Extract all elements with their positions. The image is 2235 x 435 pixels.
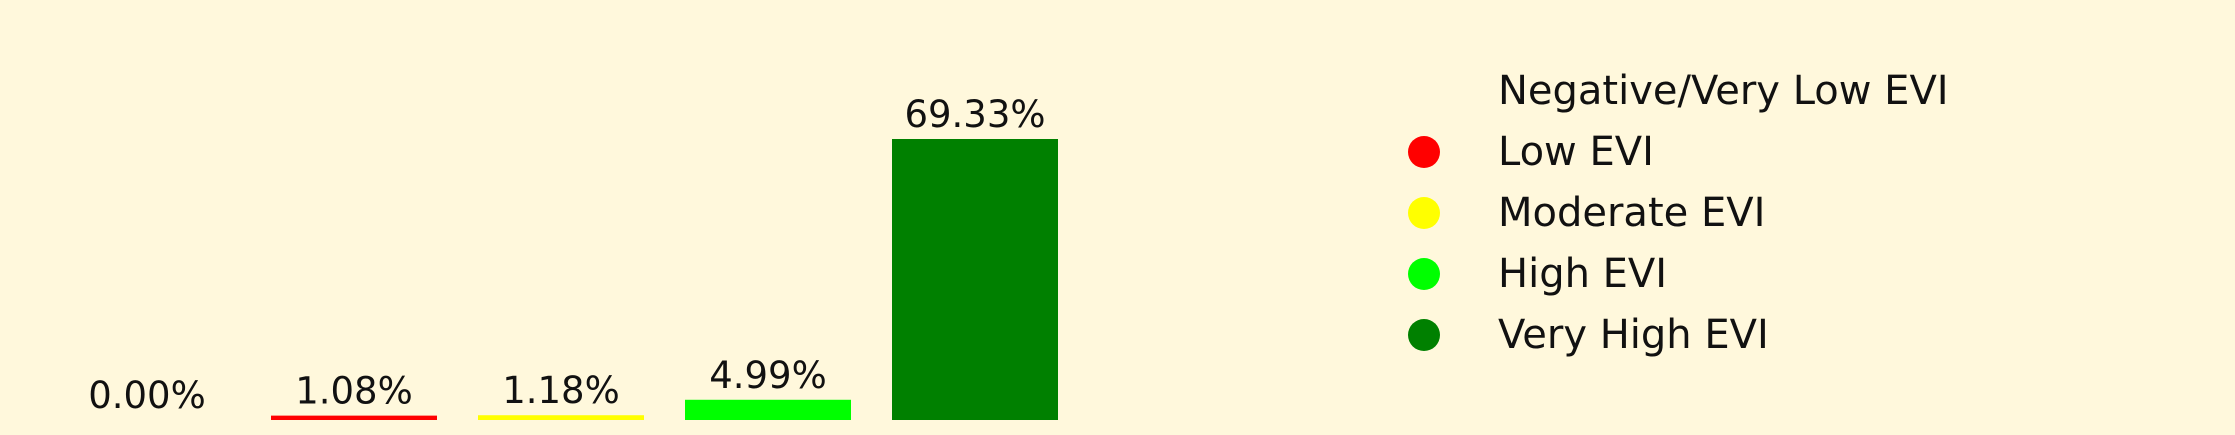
- bar-moderate-evi: [478, 415, 644, 420]
- bar-very-high-evi: [892, 139, 1058, 420]
- legend-label: Low EVI: [1498, 128, 1654, 175]
- legend-item: Negative/Very Low EVI: [1390, 60, 2090, 121]
- bar-value-label: 1.18%: [502, 369, 620, 412]
- legend-swatch-icon: [1408, 74, 1440, 107]
- bar-high-evi: [685, 399, 851, 420]
- legend-swatch-icon: [1408, 257, 1440, 290]
- legend-item: Low EVI: [1390, 121, 2090, 182]
- bar-value-label: 69.33%: [904, 93, 1045, 136]
- legend-label: Negative/Very Low EVI: [1498, 67, 1949, 114]
- legend-label: High EVI: [1498, 250, 1668, 297]
- bar-value-label: 0.00%: [88, 374, 206, 417]
- bar-value-label: 1.08%: [295, 370, 413, 413]
- chart-legend: Negative/Very Low EVI Low EVI Moderate EVI…: [1390, 60, 2090, 365]
- legend-item: High EVI: [1390, 243, 2090, 304]
- legend-item: Moderate EVI: [1390, 182, 2090, 243]
- legend-swatch-icon: [1408, 196, 1440, 229]
- legend-label: Moderate EVI: [1498, 189, 1766, 236]
- evi-bar-chart: 0.00% 1.08% 1.18% 4.99% 69.33%: [88, 93, 1058, 420]
- legend-swatch-icon: [1408, 318, 1440, 351]
- legend-item: Very High EVI: [1390, 304, 2090, 365]
- legend-swatch-icon: [1408, 135, 1440, 168]
- bar-value-label: 4.99%: [709, 354, 827, 397]
- bar-low-evi: [271, 415, 437, 420]
- legend-label: Very High EVI: [1498, 311, 1769, 358]
